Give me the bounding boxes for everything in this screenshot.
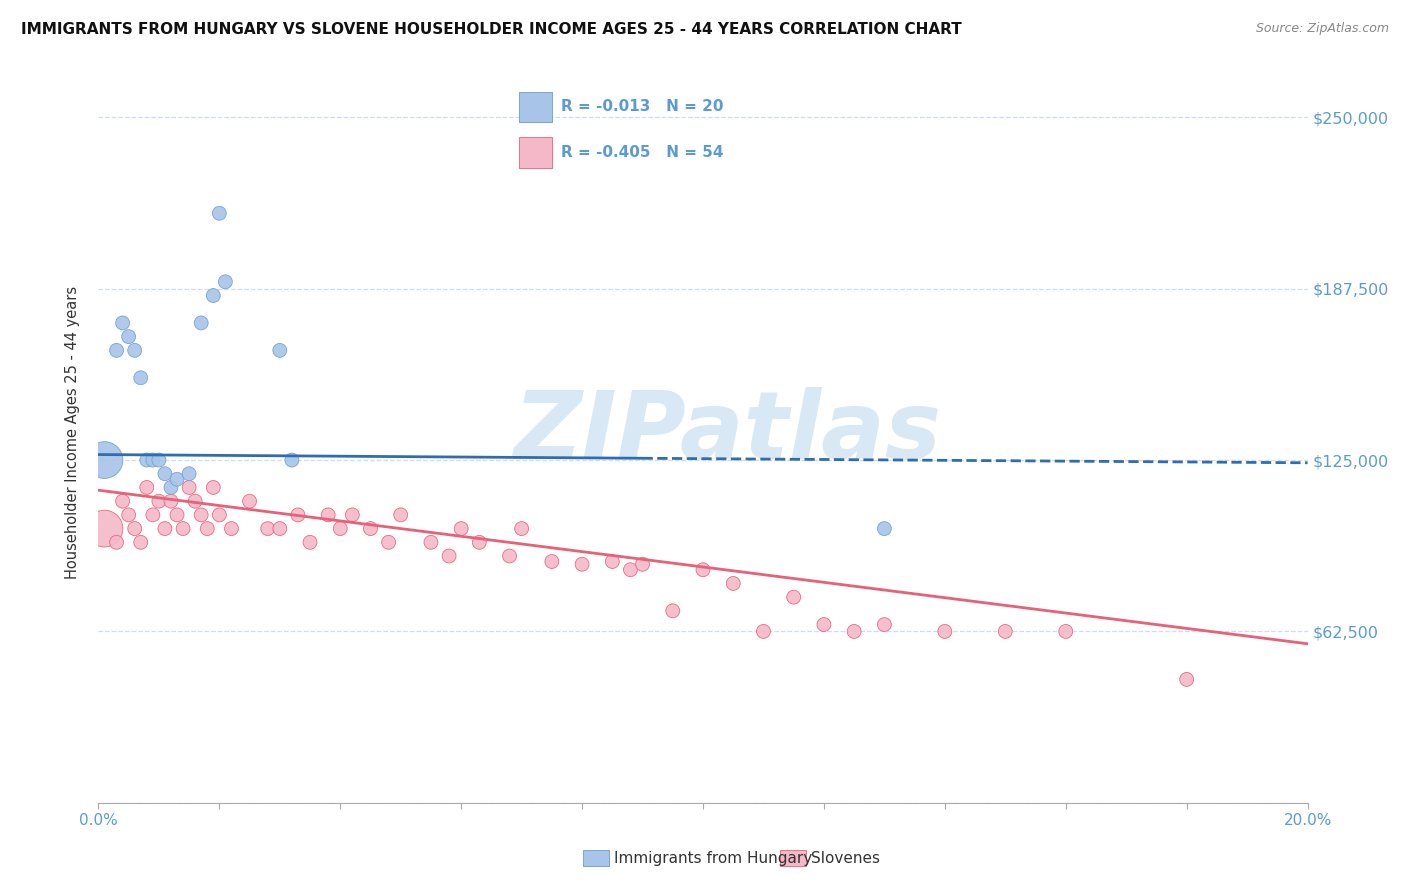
Point bbox=[93, 522, 115, 536]
Point bbox=[124, 343, 146, 358]
Text: ZIPatlas: ZIPatlas bbox=[513, 386, 941, 479]
Point bbox=[118, 508, 141, 522]
Point bbox=[994, 624, 1017, 639]
Point bbox=[208, 206, 231, 220]
Point bbox=[184, 494, 207, 508]
Point bbox=[153, 467, 176, 481]
Point bbox=[93, 453, 115, 467]
Text: Source: ZipAtlas.com: Source: ZipAtlas.com bbox=[1256, 22, 1389, 36]
Point bbox=[124, 522, 146, 536]
Point bbox=[135, 453, 157, 467]
Point bbox=[135, 480, 157, 494]
Point bbox=[214, 275, 236, 289]
Point bbox=[105, 343, 128, 358]
Point bbox=[510, 522, 533, 536]
Point bbox=[316, 508, 339, 522]
Point bbox=[160, 494, 183, 508]
Point bbox=[111, 316, 134, 330]
Point bbox=[129, 371, 152, 385]
Point bbox=[450, 522, 472, 536]
Point bbox=[299, 535, 322, 549]
Point bbox=[437, 549, 460, 563]
Point bbox=[420, 535, 443, 549]
Point bbox=[179, 467, 201, 481]
Point bbox=[287, 508, 309, 522]
Point bbox=[783, 590, 806, 604]
Point bbox=[256, 522, 278, 536]
Point bbox=[619, 563, 641, 577]
Point bbox=[142, 508, 165, 522]
Point bbox=[190, 508, 212, 522]
Point bbox=[360, 522, 382, 536]
Text: IMMIGRANTS FROM HUNGARY VS SLOVENE HOUSEHOLDER INCOME AGES 25 - 44 YEARS CORRELA: IMMIGRANTS FROM HUNGARY VS SLOVENE HOUSE… bbox=[21, 22, 962, 37]
Point bbox=[498, 549, 520, 563]
Point bbox=[468, 535, 491, 549]
Point bbox=[105, 535, 128, 549]
Point bbox=[202, 288, 225, 302]
Point bbox=[160, 480, 183, 494]
Point bbox=[631, 558, 654, 572]
Point bbox=[202, 480, 225, 494]
Point bbox=[540, 554, 562, 568]
Point bbox=[723, 576, 745, 591]
Point bbox=[281, 453, 304, 467]
Point bbox=[148, 453, 170, 467]
Point bbox=[221, 522, 243, 536]
Point bbox=[111, 494, 134, 508]
Point bbox=[172, 522, 194, 536]
Point bbox=[813, 617, 835, 632]
Point bbox=[269, 343, 291, 358]
Text: Slovenes: Slovenes bbox=[811, 851, 880, 865]
Point bbox=[377, 535, 399, 549]
Point bbox=[239, 494, 262, 508]
Point bbox=[166, 508, 188, 522]
Point bbox=[661, 604, 683, 618]
Point bbox=[166, 472, 188, 486]
Point bbox=[142, 453, 165, 467]
Point bbox=[208, 508, 231, 522]
Point bbox=[934, 624, 956, 639]
Point bbox=[1175, 673, 1198, 687]
Point bbox=[129, 535, 152, 549]
Point bbox=[342, 508, 364, 522]
Y-axis label: Householder Income Ages 25 - 44 years: Householder Income Ages 25 - 44 years bbox=[65, 286, 80, 579]
Point bbox=[844, 624, 866, 639]
Point bbox=[389, 508, 412, 522]
Point bbox=[179, 480, 201, 494]
Point bbox=[752, 624, 775, 639]
Point bbox=[195, 522, 218, 536]
Point bbox=[873, 522, 896, 536]
Point bbox=[329, 522, 352, 536]
Text: Immigrants from Hungary: Immigrants from Hungary bbox=[614, 851, 813, 865]
Point bbox=[190, 316, 212, 330]
Point bbox=[153, 522, 176, 536]
Point bbox=[148, 494, 170, 508]
Point bbox=[1054, 624, 1077, 639]
Point bbox=[118, 329, 141, 343]
Point bbox=[571, 558, 593, 572]
Point bbox=[269, 522, 291, 536]
Point bbox=[873, 617, 896, 632]
Point bbox=[602, 554, 624, 568]
Point bbox=[692, 563, 714, 577]
